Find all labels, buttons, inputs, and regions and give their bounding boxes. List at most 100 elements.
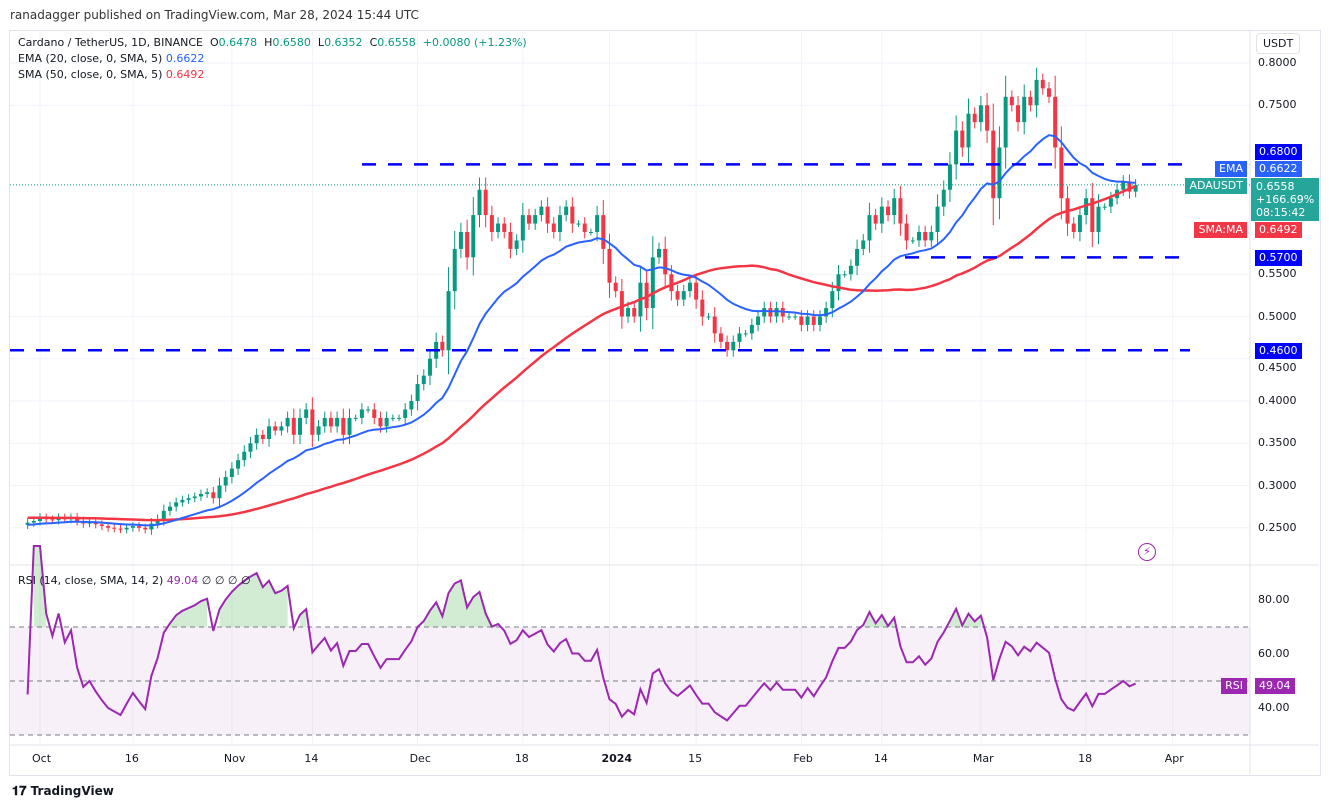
tradingview-logo-text: TradingView bbox=[30, 784, 114, 798]
low-value: 0.6352 bbox=[324, 36, 363, 49]
candle-body bbox=[805, 316, 810, 325]
rsi-legend[interactable]: RSI (14, close, SMA, 14, 2) 49.04 ∅ ∅ ∅ … bbox=[18, 574, 251, 587]
candle-body bbox=[762, 308, 767, 317]
candle-body bbox=[38, 517, 42, 521]
candle-body bbox=[681, 291, 686, 300]
level-tag-068: 0.6800 bbox=[1255, 144, 1302, 160]
time-tick: Dec bbox=[409, 752, 431, 765]
price-tag-countdown: 08:15:42 bbox=[1256, 206, 1306, 219]
candle-body bbox=[564, 206, 569, 216]
time-tick: 18 bbox=[514, 752, 529, 765]
candle-body bbox=[458, 232, 463, 249]
candle-body bbox=[502, 223, 507, 232]
candle-body bbox=[384, 417, 389, 427]
rsi-overbought-fill bbox=[429, 602, 437, 627]
candle-body bbox=[124, 527, 129, 530]
time-tick: 15 bbox=[688, 752, 703, 765]
candle-body bbox=[291, 417, 296, 435]
candle-body bbox=[149, 523, 154, 530]
candle-body bbox=[192, 496, 197, 499]
candle-body bbox=[180, 499, 185, 503]
candle-body bbox=[161, 510, 166, 520]
candle-body bbox=[353, 417, 358, 419]
candle-body bbox=[595, 215, 600, 232]
candle-body bbox=[372, 409, 377, 418]
price-tick: 0.4000 bbox=[1258, 394, 1297, 407]
candle-body bbox=[700, 299, 705, 317]
candle-body bbox=[749, 324, 754, 334]
candle-body bbox=[1046, 88, 1051, 97]
candle-body bbox=[1090, 198, 1095, 232]
price-tick: 0.3000 bbox=[1258, 478, 1297, 492]
price-tick: 0.4500 bbox=[1258, 361, 1297, 374]
candle-body bbox=[186, 498, 191, 500]
candle-body bbox=[892, 198, 897, 216]
level-tag-046: 0.4600 bbox=[1255, 343, 1302, 359]
candle-body bbox=[985, 105, 990, 131]
candle-body bbox=[1084, 198, 1089, 216]
rsi-overbought-fill bbox=[275, 590, 282, 627]
candle-body bbox=[1034, 79, 1039, 106]
candle-body bbox=[1028, 96, 1033, 106]
level-tag-057: 0.5700 bbox=[1255, 250, 1302, 266]
candle-body bbox=[483, 189, 488, 216]
candle-body bbox=[582, 223, 587, 232]
time-tick: 2024 bbox=[601, 752, 633, 765]
candle-body bbox=[848, 265, 853, 275]
price-tag-percent: +166.69% bbox=[1256, 193, 1315, 206]
candle-body bbox=[731, 341, 736, 351]
candle-body bbox=[137, 526, 142, 528]
candle-body bbox=[1040, 79, 1045, 89]
rsi-overbought-fill bbox=[281, 585, 288, 627]
candle-body bbox=[397, 417, 402, 419]
candle-body bbox=[143, 527, 148, 530]
candle-body bbox=[496, 223, 501, 232]
candle-body bbox=[335, 417, 340, 427]
candle-body bbox=[855, 248, 860, 266]
rsi-overbought-fill bbox=[182, 607, 189, 627]
candle-body bbox=[1022, 96, 1027, 123]
lightning-icon[interactable]: ⚡ bbox=[1138, 543, 1156, 561]
price-tick: 0.5000 bbox=[1258, 309, 1297, 323]
tradingview-logo[interactable]: 𝟏𝟕 TradingView bbox=[12, 784, 114, 799]
close-value: 0.6558 bbox=[377, 36, 416, 49]
time-tick: Nov bbox=[223, 752, 246, 765]
candle-body bbox=[205, 492, 210, 494]
candle-body bbox=[273, 426, 278, 431]
rsi-overbought-fill bbox=[262, 580, 270, 627]
candle-body bbox=[923, 232, 928, 241]
candle-body bbox=[1096, 206, 1101, 232]
candle-body bbox=[774, 308, 779, 317]
currency-button[interactable]: USDT bbox=[1256, 33, 1301, 54]
candle-body bbox=[725, 341, 730, 351]
change-value: +0.0080 (+1.23%) bbox=[422, 36, 527, 49]
candle-body bbox=[471, 215, 476, 258]
high-label: H bbox=[264, 36, 273, 49]
ema-legend[interactable]: EMA (20, close, 0, SMA, 5) 0.6622 bbox=[18, 52, 204, 65]
rsi-overbought-fill bbox=[238, 580, 245, 627]
low-label: L bbox=[317, 36, 325, 49]
candle-body bbox=[236, 460, 241, 469]
tradingview-logo-icon: 𝟏𝟕 bbox=[12, 784, 27, 799]
candle-body bbox=[446, 291, 451, 351]
candle-body bbox=[1059, 147, 1064, 199]
candle-body bbox=[947, 164, 952, 190]
candle-body bbox=[842, 274, 847, 276]
candle-body bbox=[527, 215, 532, 224]
candle-body bbox=[1053, 96, 1058, 148]
candle-body bbox=[174, 502, 179, 507]
rsi-overbought-fill bbox=[467, 597, 474, 627]
price-tag: 0.6558 +166.69% 08:15:42 bbox=[1251, 178, 1320, 221]
candle-body bbox=[93, 522, 98, 525]
sma-legend[interactable]: SMA (50, close, 0, SMA, 5) 0.6492 bbox=[18, 68, 204, 81]
candle-body bbox=[322, 417, 327, 427]
candle-body bbox=[1071, 223, 1076, 232]
rsi-legend-label: RSI (14, close, SMA, 14, 2) bbox=[18, 574, 164, 587]
candle-body bbox=[279, 426, 284, 431]
candle-body bbox=[260, 434, 265, 440]
candle-body bbox=[316, 426, 321, 435]
candle-body bbox=[632, 308, 637, 317]
candle-body bbox=[75, 517, 80, 521]
candle-body bbox=[248, 443, 253, 452]
